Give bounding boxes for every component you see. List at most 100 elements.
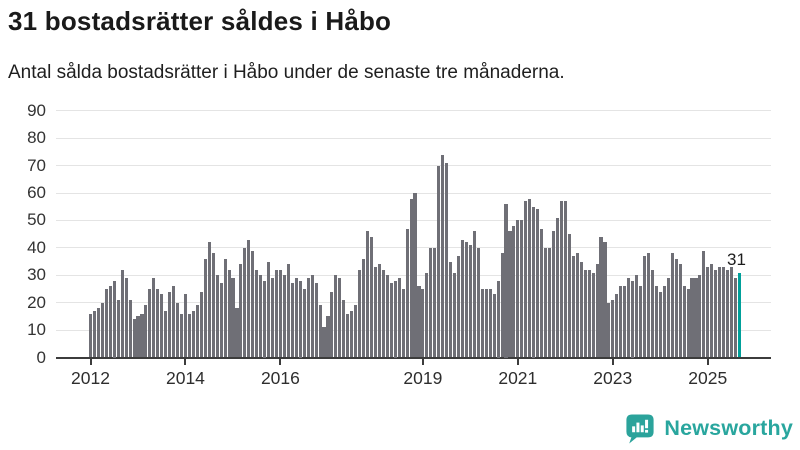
bar xyxy=(504,204,508,358)
bar xyxy=(698,275,702,358)
bar xyxy=(623,286,627,358)
bar xyxy=(278,269,283,358)
bar xyxy=(607,302,611,358)
bar xyxy=(619,286,623,358)
bar xyxy=(599,236,603,358)
x-axis-tick xyxy=(706,359,709,365)
bar xyxy=(219,283,223,358)
bar xyxy=(571,256,575,358)
newsworthy-wordmark: Newsworthy xyxy=(664,416,793,440)
bar xyxy=(259,275,263,358)
bar xyxy=(666,278,670,358)
bar xyxy=(231,278,235,358)
bar xyxy=(267,261,271,358)
bar xyxy=(227,269,231,358)
bar xyxy=(682,286,686,358)
bar xyxy=(92,310,97,358)
x-axis-tick-label: 2021 xyxy=(498,367,538,388)
bar xyxy=(686,288,690,358)
bar xyxy=(274,269,279,358)
bar-highlight xyxy=(737,272,742,358)
bar xyxy=(730,267,734,358)
bar xyxy=(104,288,108,358)
bar xyxy=(702,250,706,358)
bar xyxy=(563,201,567,358)
x-axis-tick xyxy=(89,359,92,365)
bar xyxy=(449,261,453,358)
bar xyxy=(555,217,560,358)
bar xyxy=(112,280,116,358)
y-axis-tick-label: 10 xyxy=(27,320,46,340)
y-axis-tick-label: 50 xyxy=(27,210,46,230)
bar xyxy=(484,288,488,358)
bar xyxy=(180,313,184,358)
bar xyxy=(642,256,647,358)
bar xyxy=(286,264,290,358)
bar xyxy=(100,302,104,358)
bar xyxy=(393,280,397,358)
bar xyxy=(540,228,544,358)
x-axis-tick xyxy=(611,359,614,365)
page-title: 31 bostadsrätter såldes i Håbo xyxy=(8,6,392,36)
bar xyxy=(148,288,152,358)
bar xyxy=(417,286,421,358)
x-axis-tick-label: 2025 xyxy=(688,367,728,388)
bar xyxy=(528,198,532,358)
x-axis-tick xyxy=(279,359,282,365)
bar xyxy=(690,278,694,358)
bar xyxy=(314,283,318,358)
x-axis-tick-label: 2023 xyxy=(593,367,633,388)
bar xyxy=(726,269,730,358)
bar xyxy=(476,247,480,358)
bar xyxy=(631,280,635,358)
bar xyxy=(369,236,374,358)
bar xyxy=(195,305,199,358)
bar xyxy=(354,305,358,358)
y-axis-tick-label: 90 xyxy=(27,100,46,120)
bar xyxy=(429,247,433,358)
newsworthy-logo[interactable]: Newsworthy xyxy=(625,412,793,445)
bar xyxy=(330,291,334,358)
bar xyxy=(441,154,445,358)
bar xyxy=(457,256,461,358)
bar xyxy=(302,288,306,358)
bar xyxy=(460,239,465,358)
bar xyxy=(678,264,682,358)
bar xyxy=(255,269,259,358)
bar xyxy=(646,253,651,358)
bar xyxy=(516,220,520,358)
bar xyxy=(453,272,457,358)
bar xyxy=(405,228,409,358)
bar xyxy=(512,225,516,358)
bar xyxy=(120,269,124,358)
bar xyxy=(128,299,132,358)
gridline-y-70 xyxy=(56,165,771,167)
bar xyxy=(108,286,112,358)
bar xyxy=(650,269,654,358)
bar xyxy=(587,269,591,358)
y-axis-tick-label: 30 xyxy=(27,265,46,285)
bar xyxy=(694,278,698,358)
y-axis-tick-label: 70 xyxy=(27,155,46,175)
bar xyxy=(524,201,528,358)
bar xyxy=(508,231,512,358)
bar xyxy=(338,278,342,358)
bar xyxy=(318,305,322,358)
bar xyxy=(342,299,346,358)
bar xyxy=(235,308,239,358)
bar xyxy=(635,275,639,358)
bar xyxy=(124,278,128,358)
bar xyxy=(559,201,563,358)
bar xyxy=(199,291,203,358)
bar xyxy=(500,253,504,358)
bar xyxy=(168,291,172,358)
bar xyxy=(207,242,211,358)
bar xyxy=(310,275,314,358)
gridline-y-80 xyxy=(56,137,771,139)
bar xyxy=(710,264,714,358)
bar xyxy=(662,286,666,358)
y-axis-tick-label: 60 xyxy=(27,183,46,203)
bar xyxy=(733,278,738,358)
bar xyxy=(409,198,413,358)
